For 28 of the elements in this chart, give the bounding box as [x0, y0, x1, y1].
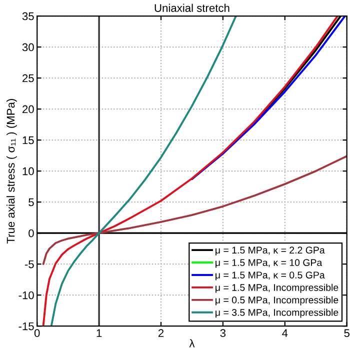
line-series — [191, 16, 346, 180]
y-tick-label: 20 — [22, 105, 34, 114]
legend-label: μ = 1.5 MPa, Incompressible — [216, 284, 338, 293]
y-tick-label: -15 — [18, 322, 34, 330]
x-tick-label: 3 — [220, 329, 226, 338]
x-tick-label: 5 — [344, 329, 350, 338]
y-tick-label: 10 — [22, 167, 34, 176]
y-axis-title: True axial stress ( σ₁₁ ) (MPa) — [6, 99, 17, 244]
x-tick-label: 4 — [282, 329, 288, 337]
x-axis-title: λ — [189, 339, 195, 348]
line-series — [42, 16, 339, 326]
y-tick-label: 0 — [28, 229, 34, 238]
y-tick-label: 15 — [22, 136, 34, 144]
y-tick-label: 30 — [22, 43, 34, 52]
legend-label: μ = 3.5 MPa, Incompressible — [216, 308, 338, 318]
y-tick-label: -5 — [24, 260, 34, 268]
legend-label: μ = 1.5 MPa, κ = 2.2 GPa — [216, 246, 325, 256]
legend-label: μ = 0.5 MPa, Incompressible — [216, 296, 338, 306]
y-tick-label: 5 — [28, 198, 34, 206]
y-tick-label: -10 — [18, 291, 34, 300]
legend-label: μ = 1.5 MPa, κ = 10 GPa — [216, 259, 322, 268]
x-tick-label: 2 — [158, 329, 164, 337]
x-tick-label: 0 — [34, 329, 40, 338]
legend-label: μ = 1.5 MPa, κ = 0.5 GPa — [216, 272, 325, 280]
chart-title: Uniaxial stretch — [154, 4, 230, 12]
y-tick-label: 35 — [22, 12, 34, 20]
x-tick-label: 1 — [96, 329, 102, 337]
y-tick-label: 25 — [22, 74, 34, 82]
